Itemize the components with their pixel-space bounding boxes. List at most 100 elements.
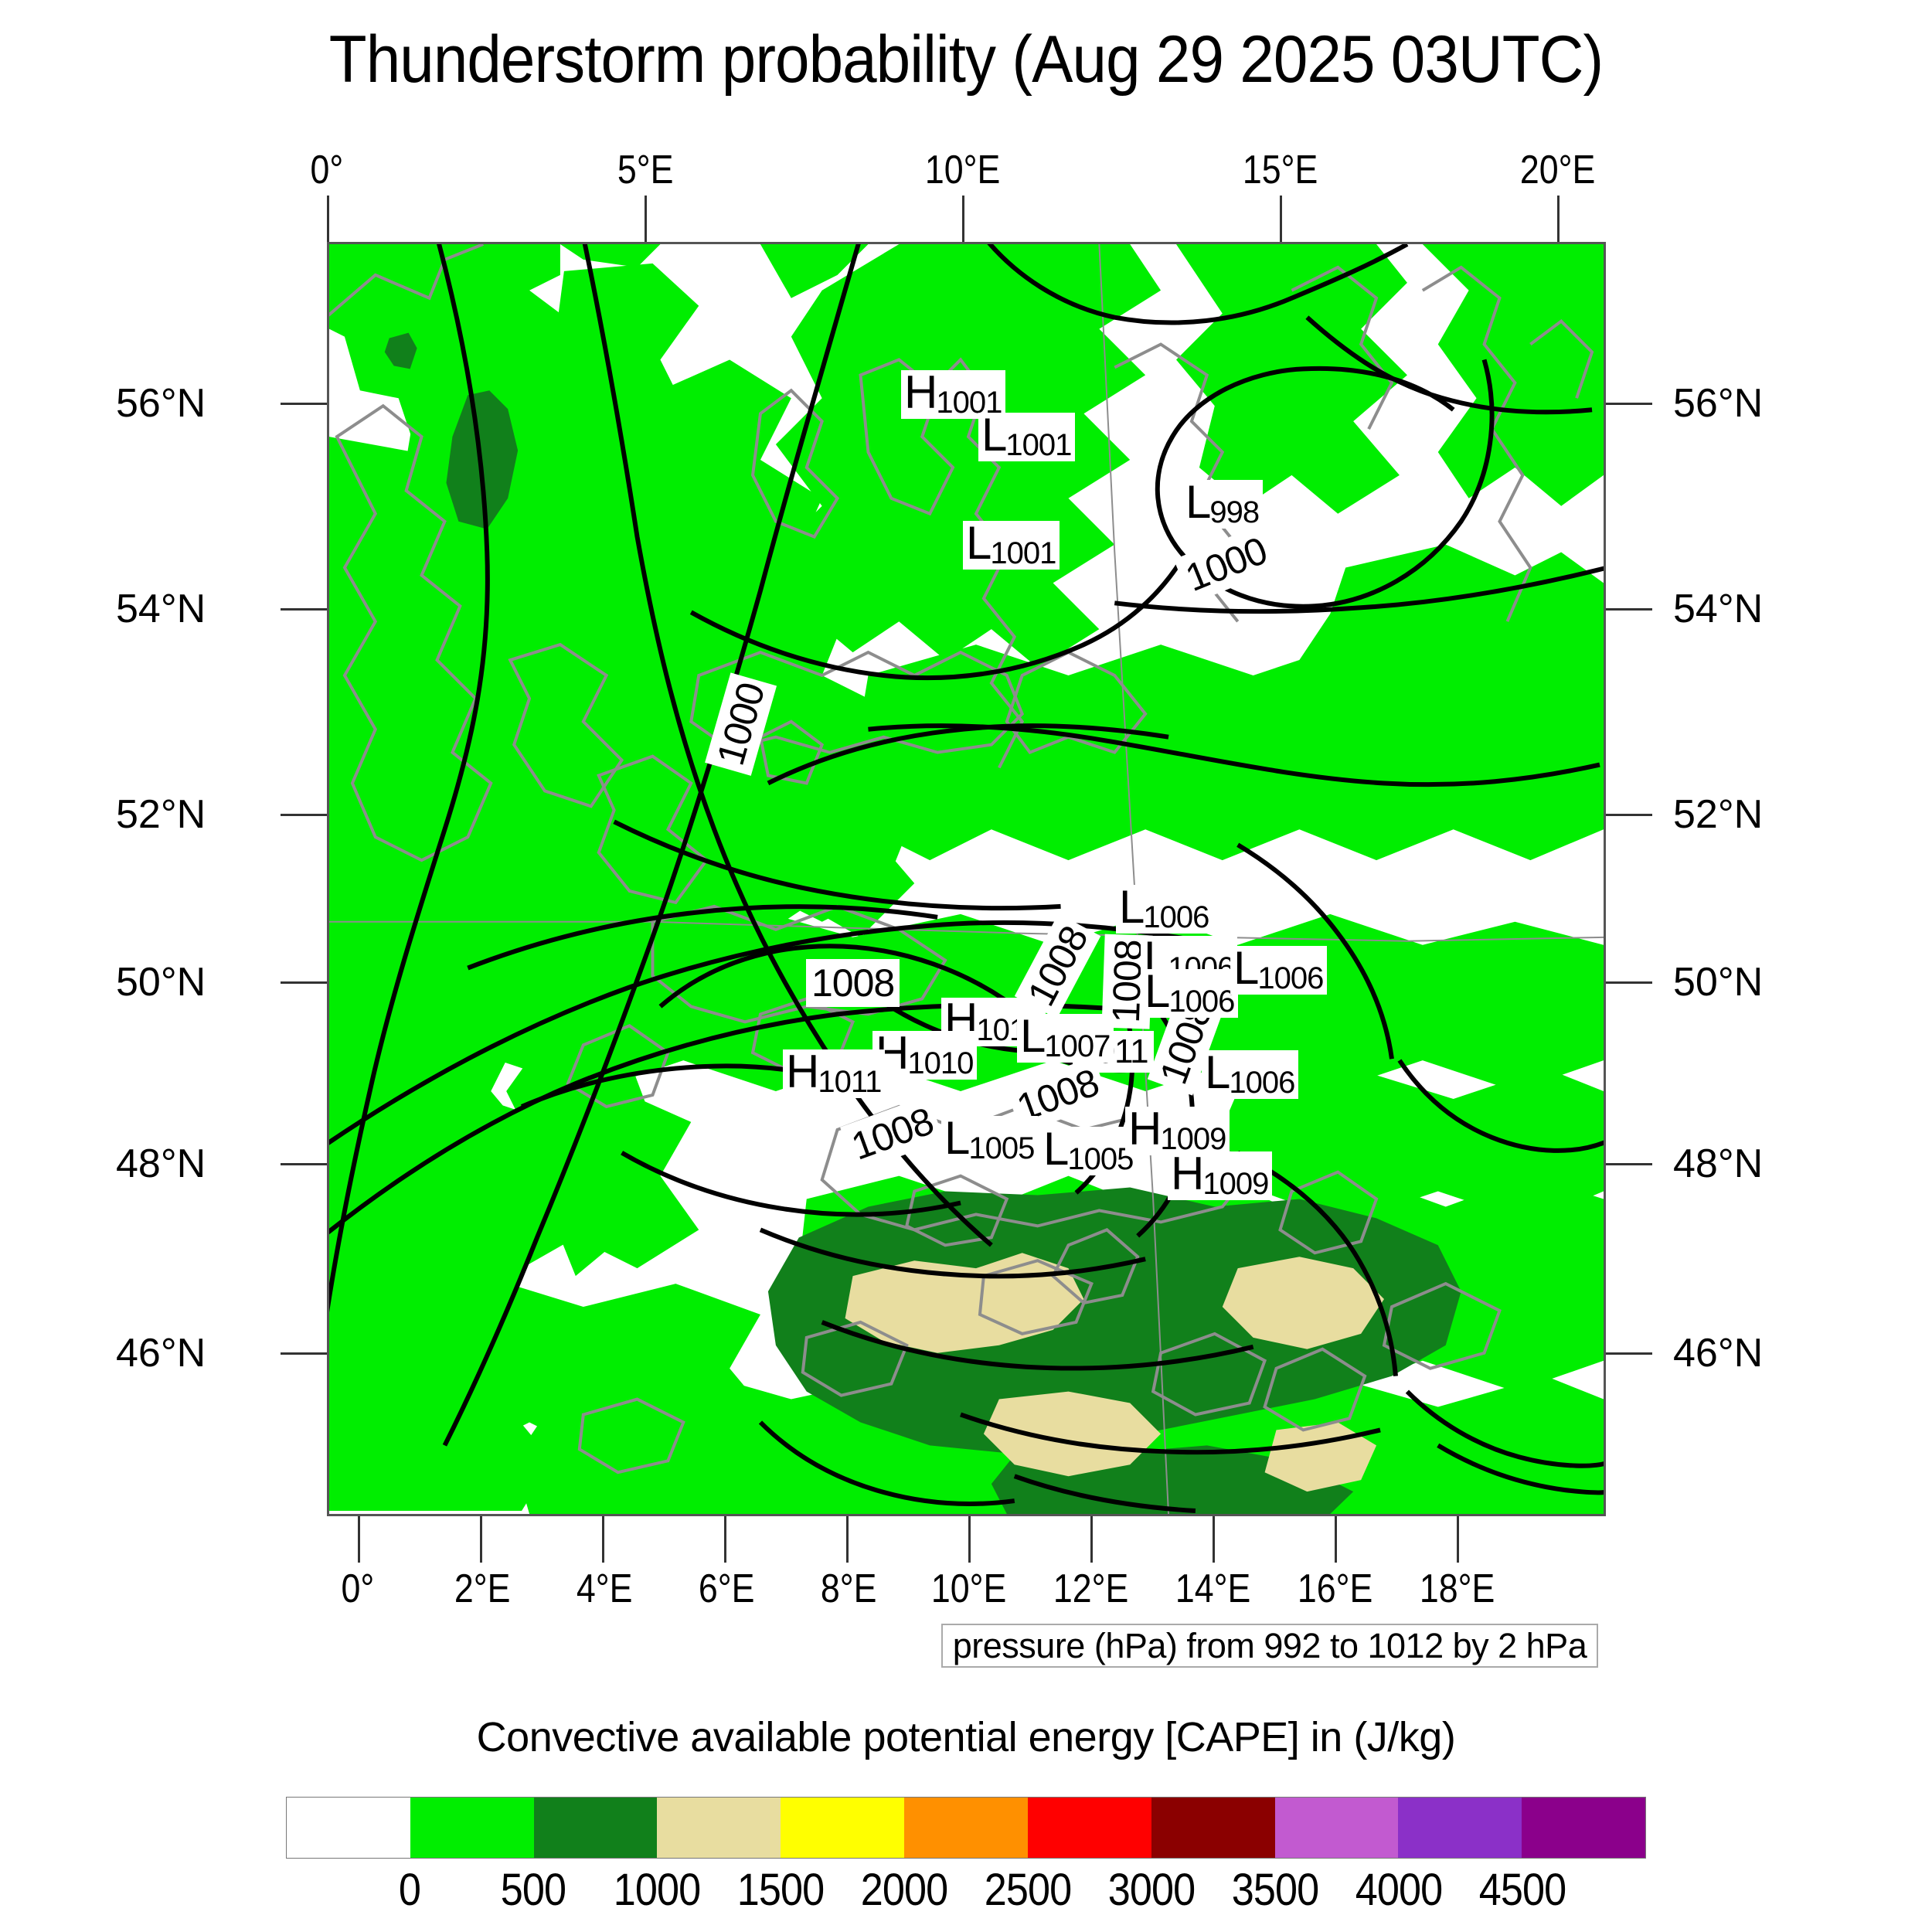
colorbar-tick-labels: 0 500 1000 1500 2000 2500 3000 3500 4000… [286, 1864, 1646, 1918]
marker-kind: L [1205, 1046, 1230, 1098]
pressure-low-1001-b: L1001 [963, 520, 1060, 570]
pressure-high-1011: H1011 [783, 1046, 886, 1098]
marker-value: 1006 [1229, 1066, 1295, 1100]
axis-top-label-0: 0° [310, 148, 344, 192]
tick-left-54 [281, 608, 327, 611]
cape-colorbar[interactable] [286, 1797, 1646, 1859]
colorbar-tick-0: 0 [398, 1865, 421, 1915]
colorbar-tick-4500: 4500 [1478, 1865, 1566, 1915]
marker-kind: L [966, 517, 992, 569]
tick-top-10 [962, 196, 964, 242]
colorbar-swatch-8 [1274, 1798, 1399, 1858]
colorbar-tick-4000: 4000 [1355, 1865, 1443, 1915]
marker-value: 998 [1209, 495, 1260, 529]
colorbar-swatch-0 [287, 1798, 410, 1858]
marker-kind: H [786, 1046, 819, 1097]
marker-value: 1009 [1160, 1122, 1226, 1156]
marker-value: 1006 [1257, 961, 1324, 995]
marker-kind: L [1145, 965, 1170, 1017]
marker-value: 1007 [1044, 1029, 1111, 1063]
marker-value: 1005 [1067, 1142, 1134, 1176]
marker-kind: H [1171, 1148, 1204, 1199]
colorbar-swatch-2 [533, 1798, 658, 1858]
axis-bottom-label-2: 2°E [454, 1566, 511, 1611]
marker-kind: L [944, 1112, 970, 1164]
colorbar-swatch-7 [1151, 1798, 1275, 1858]
colorbar-swatch-1 [410, 1798, 534, 1858]
colorbar-tick-1000: 1000 [613, 1865, 701, 1915]
axis-bottom-label-10: 10°E [930, 1566, 1007, 1611]
contour-label-1008-a: 1008 [806, 959, 900, 1007]
marker-value: 1001 [990, 536, 1056, 570]
axis-bottom-label-18: 18°E [1419, 1566, 1495, 1611]
colorbar-swatch-5 [904, 1798, 1028, 1858]
pressure-low-998: L998 [1182, 479, 1264, 529]
pressure-contour-note: pressure (hPa) from 992 to 1012 by 2 hPa [941, 1624, 1598, 1668]
marker-kind: L [981, 409, 1007, 461]
colorbar-tick-3000: 3000 [1107, 1865, 1196, 1915]
tick-bottom-16 [1335, 1516, 1337, 1563]
axis-left-label-54: 54°N [116, 587, 206, 631]
axis-left-label-50: 50°N [116, 960, 206, 1005]
tick-bottom-10 [968, 1516, 971, 1563]
tick-left-56 [281, 403, 327, 405]
axis-right-label-50: 50°N [1673, 960, 1764, 1005]
pressure-high-1009-a: H1009 [1125, 1106, 1230, 1156]
marker-kind: L [1119, 881, 1145, 933]
pressure-high-1009-b: H1009 [1168, 1148, 1273, 1200]
marker-kind: H [904, 366, 937, 418]
colorbar-tick-1500: 1500 [736, 1865, 825, 1915]
marker-kind: L [1185, 476, 1211, 528]
tick-bottom-8 [846, 1516, 849, 1563]
tick-left-46 [281, 1352, 327, 1355]
axis-bottom-label-16: 16°E [1297, 1566, 1373, 1611]
marker-kind: H [1128, 1103, 1162, 1155]
tick-bottom-14 [1213, 1516, 1215, 1563]
map-graticule [329, 244, 1604, 1514]
tick-top-5 [645, 196, 647, 242]
axis-right-label-52: 52°N [1673, 792, 1764, 837]
tick-left-48 [281, 1163, 327, 1165]
tick-top-15 [1280, 196, 1282, 242]
tick-top-20 [1557, 196, 1560, 242]
cape-shading-tan [845, 1253, 1385, 1492]
marker-value: 1006 [1168, 985, 1235, 1019]
pressure-low-1005-a: L1005 [941, 1115, 1039, 1165]
map-plot-area[interactable]: 1000 1000 1008 1008 1008 1008 1011 1008 … [327, 242, 1606, 1516]
pressure-low-1006-d: L1006 [1230, 945, 1328, 995]
pressure-low-1007: L1007 [1017, 1013, 1114, 1063]
axis-bottom-label-12: 12°E [1053, 1566, 1129, 1611]
axis-right-label-48: 48°N [1673, 1141, 1764, 1186]
tick-right-48 [1606, 1163, 1652, 1165]
colorbar-title: Convective available potential energy [C… [476, 1714, 1456, 1760]
pressure-high-1010-b: H1010 [872, 1030, 978, 1080]
tick-right-46 [1606, 1352, 1652, 1355]
axis-top-label-10: 10°E [924, 148, 1001, 192]
colorbar-swatch-9 [1398, 1798, 1522, 1858]
cape-shading-green [329, 244, 1604, 1514]
tick-bottom-4 [602, 1516, 604, 1563]
tick-right-54 [1606, 608, 1652, 611]
colorbar-swatch-3 [657, 1798, 781, 1858]
axis-bottom-label-0: 0° [341, 1566, 375, 1611]
axis-left-label-46: 46°N [116, 1331, 206, 1376]
map-canvas [329, 244, 1604, 1514]
tick-left-50 [281, 981, 327, 984]
colorbar-tick-2500: 2500 [984, 1865, 1072, 1915]
axis-right-label-56: 56°N [1673, 381, 1764, 426]
colorbar-tick-500: 500 [500, 1865, 566, 1915]
tick-left-52 [281, 814, 327, 816]
tick-bottom-12 [1090, 1516, 1093, 1563]
tick-bottom-0 [358, 1516, 360, 1563]
pressure-low-1006-e: L1006 [1202, 1049, 1299, 1100]
tick-bottom-6 [724, 1516, 726, 1563]
pressure-low-1005-b: L1005 [1040, 1126, 1138, 1176]
marker-kind: L [1020, 1010, 1046, 1062]
axis-bottom-label-8: 8°E [820, 1566, 877, 1611]
pressure-low-1001-a: L1001 [978, 412, 1076, 461]
axis-bottom-label-14: 14°E [1175, 1566, 1251, 1611]
marker-kind: L [1043, 1123, 1069, 1175]
marker-kind: L [1233, 942, 1259, 994]
tick-bottom-18 [1457, 1516, 1459, 1563]
marker-value: 1005 [968, 1131, 1035, 1165]
